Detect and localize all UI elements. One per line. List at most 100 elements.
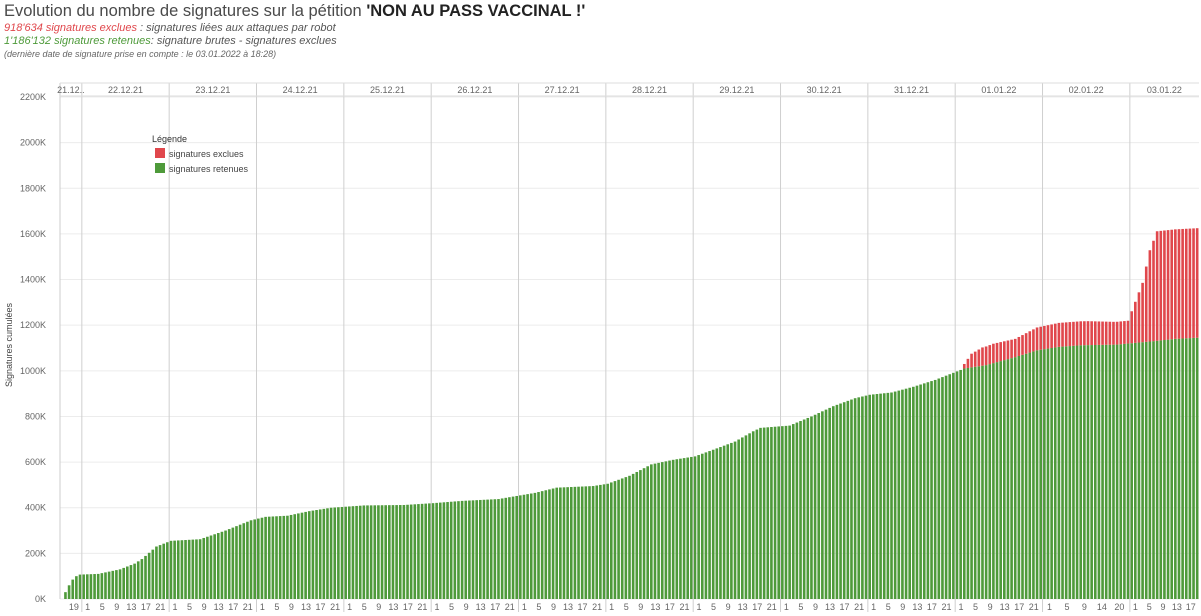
bar-retained	[569, 487, 573, 599]
bar-excluded	[973, 351, 977, 367]
bar-retained	[668, 460, 671, 599]
bar-retained	[737, 439, 740, 599]
bar-retained	[398, 505, 402, 599]
bar-retained	[875, 394, 879, 599]
x-hour-label: 5	[449, 602, 454, 612]
bar-retained	[791, 424, 795, 599]
bar-retained	[901, 389, 904, 599]
x-hour-label: 5	[973, 602, 978, 612]
x-hour-label: 13	[738, 602, 748, 612]
bar-excluded	[966, 358, 970, 368]
x-hour-label: 1	[784, 602, 789, 612]
bar-retained	[751, 431, 755, 599]
bar-retained	[770, 427, 773, 599]
bar-retained	[653, 463, 657, 599]
bar-retained	[504, 497, 508, 599]
bar-retained	[1108, 344, 1112, 599]
bar-retained	[977, 366, 981, 599]
bar-excluded	[1028, 331, 1032, 353]
bar-retained	[1010, 358, 1013, 599]
bar-excluded	[1017, 336, 1021, 356]
x-hour-label: 17	[490, 602, 500, 612]
bar-retained	[1086, 345, 1090, 599]
retained-summary-line: 1'186'132 signatures retenues: signature…	[4, 35, 1194, 48]
bar-retained	[755, 429, 759, 599]
chart-title: Evolution du nombre de signatures sur la…	[4, 0, 1194, 22]
bar-retained	[428, 503, 431, 599]
y-tick-label: 2200K	[20, 92, 46, 102]
bar-retained	[1075, 345, 1079, 599]
bar-retained	[719, 447, 722, 599]
bar-excluded	[1104, 321, 1108, 345]
bar-retained	[802, 419, 806, 599]
bar-retained	[730, 442, 733, 599]
bar-retained	[984, 365, 988, 599]
x-hour-label: 13	[214, 602, 224, 612]
x-hour-label: 13	[650, 602, 660, 612]
x-hour-label: 17	[316, 602, 326, 612]
x-hour-label: 9	[376, 602, 381, 612]
legend-title: Légende	[152, 134, 187, 144]
bar-retained	[1057, 346, 1061, 599]
bar-retained	[264, 516, 267, 599]
bar-excluded	[1068, 322, 1072, 347]
bar-excluded	[1083, 321, 1086, 346]
bar-excluded	[1166, 230, 1170, 340]
bar-retained	[187, 539, 191, 599]
bar-retained	[1152, 341, 1155, 599]
x-hour-label: 13	[388, 602, 398, 612]
bar-retained	[169, 540, 173, 599]
date-header-label: 24.12.21	[283, 85, 318, 95]
bar-retained	[1017, 355, 1021, 599]
bar-retained	[151, 549, 155, 599]
bar-excluded	[1184, 228, 1188, 339]
bar-retained	[766, 427, 770, 599]
x-hour-label: 13	[912, 602, 922, 612]
x-axis-hour-labels: 19 1 5 9 13 17 21 1 5 9 13 17 21 1 5 9 13 17 21 1 5 9 13 17 21 1 5…	[69, 602, 1196, 612]
bar-retained	[71, 579, 75, 599]
x-hour-label: 9	[202, 602, 207, 612]
x-hour-label: 13	[126, 602, 136, 612]
bar-retained	[1163, 340, 1166, 599]
bar-retained	[1192, 337, 1195, 599]
x-hour-label: 17	[578, 602, 588, 612]
bar-retained	[533, 492, 537, 599]
bar-excluded	[1006, 340, 1010, 360]
x-hour-label: 9	[900, 602, 905, 612]
bar-retained	[1170, 339, 1174, 599]
bar-retained	[1184, 338, 1188, 599]
x-hour-label: 1	[434, 602, 439, 612]
bar-retained	[315, 510, 318, 599]
bar-retained	[1053, 347, 1057, 599]
bar-retained	[1046, 348, 1050, 599]
bar-retained	[566, 487, 569, 599]
bar-retained	[941, 377, 944, 599]
bar-retained	[475, 500, 478, 599]
bar-retained	[395, 505, 398, 599]
legend-label-excluded: signatures exclues	[169, 149, 244, 159]
bar-excluded	[1159, 230, 1163, 341]
date-header-label: 03.01.22	[1147, 85, 1182, 95]
x-hour-label: 5	[624, 602, 629, 612]
bar-retained	[206, 536, 209, 599]
bar-retained	[286, 515, 289, 599]
bar-excluded	[1112, 321, 1115, 345]
bar-retained	[602, 484, 606, 599]
x-hour-label: 21	[679, 602, 689, 612]
bar-retained	[297, 513, 300, 599]
bar-retained	[944, 375, 948, 599]
bar-retained	[952, 372, 955, 599]
bar-retained	[1134, 342, 1137, 599]
bar-retained	[522, 494, 526, 599]
bar-retained	[704, 452, 708, 599]
day-separators	[81, 83, 1131, 612]
bar-retained	[540, 491, 544, 599]
x-hour-label: 5	[1064, 602, 1069, 612]
chart-title-prefix: Evolution du nombre de signatures sur la…	[4, 2, 367, 20]
bar-retained	[144, 555, 147, 599]
bar-excluded	[1126, 320, 1130, 344]
x-hour-label: 1	[347, 602, 352, 612]
bar-retained	[1195, 337, 1199, 599]
bar-retained	[599, 484, 602, 599]
bar-retained	[1130, 343, 1133, 599]
